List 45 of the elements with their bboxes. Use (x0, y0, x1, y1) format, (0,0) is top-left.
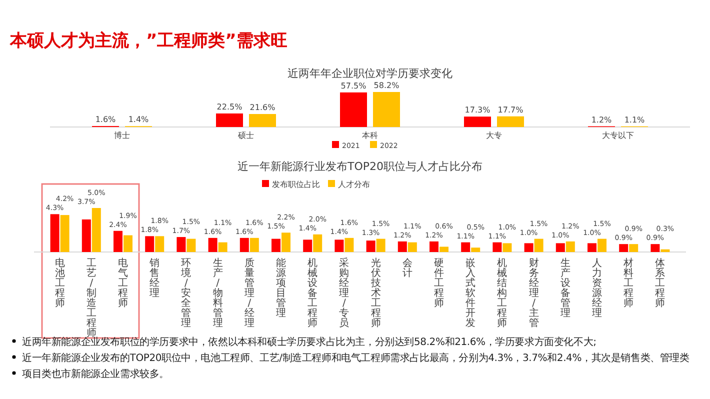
x-tick-label: 质量管理/经理 (244, 257, 254, 329)
data-label: 57.5% (340, 81, 367, 90)
legend-item: 人才分布 (328, 180, 370, 189)
x-tick-label: 机械结构工程师 (496, 257, 508, 329)
x-tick-label: 会计 (402, 257, 412, 279)
x-tick-label: 机械设备工程师 (308, 257, 318, 329)
x-tick-label: 硕士 (237, 131, 254, 140)
x-tick-label: 嵌入式软件开发 (466, 257, 476, 329)
chart-title: 近两年年企业职位对学历要求变化 (288, 67, 452, 80)
text: 本硕人才为主流，”工程师类”需求旺 (9, 31, 288, 51)
data-label: 17.3% (464, 106, 491, 115)
x-tick-label: 人力资源经理 (592, 258, 602, 319)
x-tick-label: 生产设备管理 (560, 257, 570, 319)
x-tick-label: 光伏技术工程师 (370, 257, 381, 329)
x-tick-label: 能源项目管理 (276, 257, 286, 319)
data-label: 1.2% (591, 115, 612, 124)
x-tick-label: 工艺/制造工程师 (86, 258, 96, 339)
data-label: 1.4% (128, 115, 150, 124)
x-tick-label: 生产/物料管理 (212, 257, 223, 329)
legend-label: 人才分布 (338, 180, 370, 189)
x-tick-label: 本科 (362, 131, 378, 140)
x-tick-label: 采购经理/专员 (339, 257, 350, 329)
legend-item: 发布职位占比 (262, 180, 320, 189)
x-tick-label: 环境/安全管理 (180, 258, 192, 329)
data-label: 1.1% (624, 115, 646, 124)
x-tick-label: 大专 (486, 131, 502, 140)
x-tick-label: 电气工程师 (118, 257, 128, 309)
x-tick-label: 销售经理 (148, 258, 160, 299)
x-tick-label: 博士 (114, 131, 130, 140)
data-label: 58.2% (374, 81, 400, 90)
data-label: 17.7% (498, 105, 524, 114)
data-label: 22.5% (216, 102, 243, 112)
x-tick-label: 体系工程师 (655, 257, 666, 309)
x-tick-label: 大专以下 (602, 131, 634, 140)
x-tick-label: 电池工程师 (54, 257, 65, 309)
text: 近两年新能源企业发布职位的学历要求中，依然以本科和硕士学历要求占比为主，分别达到58.2%和21.6%，学历要求方面变化不大; (22, 336, 596, 348)
data-label: 21.6% (250, 103, 276, 112)
chart-title: 近一年新能源行业发布TOP20职位与人才占比分布 (237, 160, 483, 173)
text: 近一年新能源企业发布的TOP20职位中，电池工程师、工艺/制造工程师和电气工程师需求占比最高，分别为4.3%，3.7%和2.4%，其次是销售类、管理类 (22, 352, 690, 364)
x-tick-label: 硬件工程师 (434, 258, 444, 309)
x-tick-label: 材料工程师 (622, 257, 634, 309)
text: 项目类也市新能源企业需求较多。 (22, 368, 170, 380)
x-tick-label: 财务经理/主管 (528, 257, 539, 329)
legend-label: 发布职位占比 (272, 180, 320, 189)
data-label: 1.6% (95, 115, 116, 124)
